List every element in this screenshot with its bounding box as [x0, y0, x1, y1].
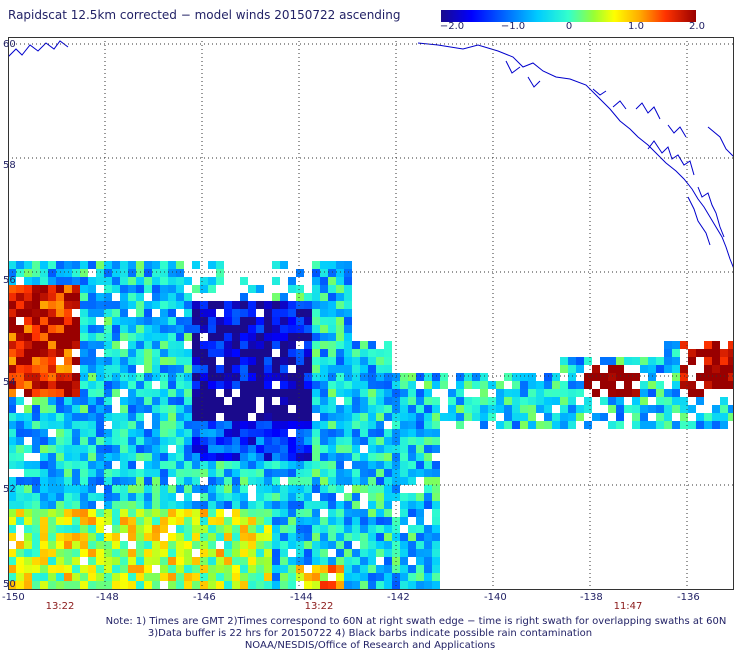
colorbar-label-max: 2.0 [689, 21, 705, 32]
lon-label-138w: -138 [580, 592, 603, 603]
colorbar-label-zero: 0 [565, 21, 573, 32]
map-title: Rapidscat 12.5km corrected − model winds… [8, 8, 401, 22]
note-line-1: Note: 1) Times are GMT 2)Times correspon… [105, 616, 727, 627]
colorbar-label-neg1: −1.0 [500, 21, 526, 32]
lat-label-56n: 56 [3, 275, 16, 286]
lat-label-54n: 54 [3, 377, 16, 388]
colorbar-label-pos1: 1.0 [628, 21, 644, 32]
lon-label-150w: -150 [2, 592, 25, 603]
note-line-2: 3)Data buffer is 22 hrs for 20150722 4) … [147, 628, 593, 639]
lon-label-146w: -146 [193, 592, 216, 603]
wind-difference-map [8, 37, 734, 590]
lat-label-50n: 50 [3, 579, 16, 590]
lon-label-148w: -148 [96, 592, 119, 603]
lon-label-136w: -136 [677, 592, 700, 603]
coastline [8, 40, 734, 270]
lon-label-142w: -142 [387, 592, 410, 603]
lat-label-58n: 58 [3, 160, 16, 171]
wind-data-cells [8, 261, 734, 590]
lat-label-52n: 52 [3, 484, 16, 495]
lon-label-144w: -144 [290, 592, 313, 603]
swath-time-3: 11:47 [613, 601, 643, 612]
swath-time-2: 13:22 [304, 601, 334, 612]
lon-label-140w: -140 [484, 592, 507, 603]
lat-lon-grid [8, 37, 734, 590]
note-line-3: NOAA/NESDIS/Office of Research and Appli… [244, 640, 496, 651]
colorbar-label-min: −2.0 [439, 21, 465, 32]
swath-time-1: 13:22 [45, 601, 75, 612]
lat-label-60n: 60 [3, 39, 16, 50]
colorbar [441, 10, 696, 22]
